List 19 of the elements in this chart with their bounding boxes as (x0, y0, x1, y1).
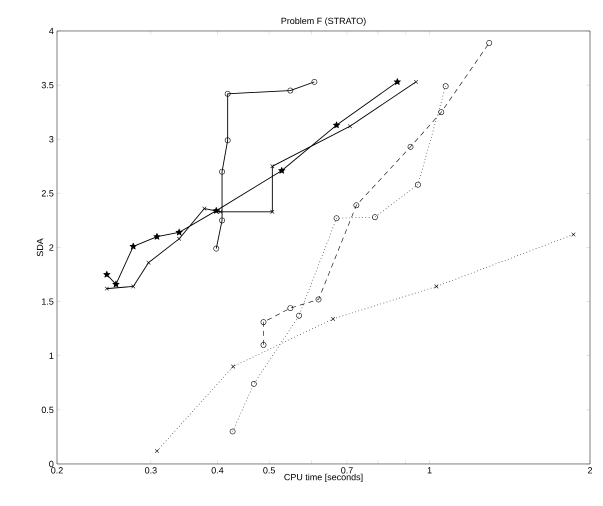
x-tick-label: 0.4 (212, 467, 224, 474)
y-tick-label: 3.5 (42, 82, 54, 88)
y-tick-label: 1.5 (42, 298, 54, 305)
x-tick-label: 2 (588, 467, 592, 474)
y-tick-label: 2 (49, 244, 54, 251)
x-tick-label: 1 (428, 467, 432, 474)
chart-title: Problem F (STRATO) (282, 17, 366, 26)
y-axis-title: SDA (36, 238, 44, 256)
y-tick-label: 3 (49, 136, 54, 142)
y-tick-label: 0.5 (42, 406, 54, 414)
y-tick-label: 2.5 (42, 190, 54, 197)
x-tick-label: 0.3 (144, 467, 157, 474)
y-tick-label: 4 (49, 28, 54, 34)
x-tick-label: 0.2 (51, 467, 63, 474)
x-axis-title: CPU time [seconds] (284, 474, 362, 482)
x-tick-label: 0.7 (341, 467, 353, 474)
y-tick-label: 0 (49, 460, 54, 468)
x-tick-label: 0.5 (263, 467, 275, 474)
y-tick-label: 1 (50, 352, 54, 359)
